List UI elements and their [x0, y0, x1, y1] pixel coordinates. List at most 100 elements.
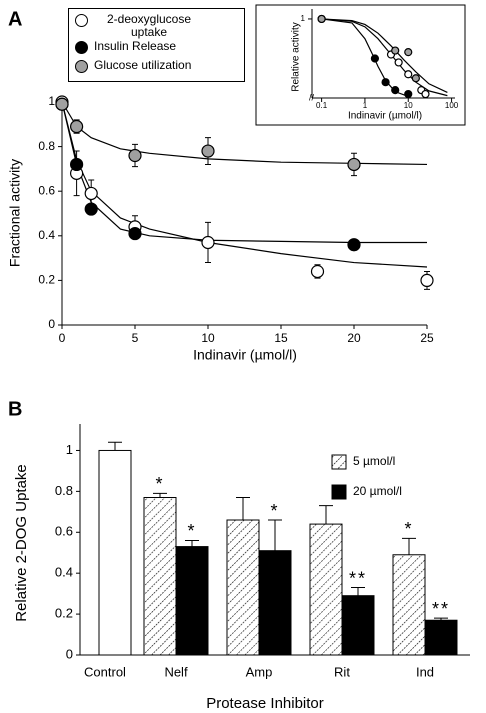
significance-label: *	[404, 519, 413, 539]
bar	[258, 550, 292, 656]
fit-curve	[321, 18, 448, 94]
point	[55, 97, 69, 111]
point	[317, 14, 326, 24]
point	[404, 48, 413, 57]
error-bar	[108, 441, 122, 451]
point	[310, 264, 325, 279]
y-tick-label: 0.8	[55, 483, 73, 498]
point	[391, 46, 400, 55]
legend-label: Insulin Release	[94, 39, 177, 53]
legend-swatch	[331, 484, 347, 500]
y-tick-label: 1	[301, 14, 306, 23]
legend-marker	[75, 60, 88, 73]
legend-label: 20 µmol/l	[353, 484, 402, 498]
bar	[341, 595, 375, 656]
x-tick-label: Amp	[246, 664, 273, 679]
x-axis-label: Indinavir (µmol/l)	[193, 347, 297, 363]
point	[69, 119, 84, 134]
significance-label: **	[432, 599, 450, 619]
significance-label: *	[187, 521, 196, 541]
x-tick-label: 25	[420, 331, 434, 345]
legend-marker	[75, 14, 88, 27]
legend-label: Glucose utilization	[94, 58, 192, 72]
point	[411, 74, 420, 83]
x-tick-label: 1	[363, 101, 368, 110]
error-bar	[185, 539, 199, 547]
y-axis-label: Relative 2-DOG Uptake	[13, 464, 30, 622]
x-tick-label: 10	[201, 331, 215, 345]
axis-break: //	[309, 92, 315, 102]
error-bar	[268, 519, 282, 551]
y-tick-label: 0.8	[38, 139, 55, 153]
y-tick-label: 0	[66, 646, 73, 661]
legend-entry: Glucose utilization	[73, 59, 244, 73]
y-tick-label: 0	[48, 317, 55, 331]
point	[347, 157, 361, 172]
error-bar	[434, 617, 448, 621]
legend-label: 5 µmol/l	[353, 454, 395, 468]
bar	[392, 554, 426, 656]
y-tick-label: 0.2	[55, 606, 73, 621]
point	[84, 202, 98, 216]
error-bar	[319, 505, 333, 525]
bar	[175, 546, 209, 656]
bar	[424, 619, 458, 656]
point	[84, 186, 98, 201]
point	[201, 235, 215, 250]
panel-label: A	[8, 8, 22, 30]
x-tick-label: 20	[347, 331, 361, 345]
y-tick-label: 0.2	[38, 273, 55, 287]
y-tick-label: 0.6	[55, 524, 73, 539]
bar	[98, 449, 132, 656]
point	[420, 273, 434, 287]
point	[404, 70, 413, 79]
x-tick-label: 10	[404, 101, 413, 110]
x-tick-label: Ind	[416, 664, 434, 679]
error-bar	[402, 537, 416, 555]
bar	[143, 497, 177, 656]
point	[421, 89, 430, 99]
point	[404, 89, 413, 99]
x-tick-label: 5	[132, 331, 139, 345]
point	[394, 58, 403, 67]
point	[128, 148, 142, 163]
y-tick-label: 0.4	[38, 228, 55, 242]
point	[69, 157, 84, 172]
error-bar	[236, 497, 250, 520]
point	[347, 238, 361, 252]
x-tick-label: Rit	[334, 664, 350, 679]
y-axis-label: Fractional activity	[7, 159, 23, 267]
y-tick-label: 1	[66, 442, 73, 457]
legend: 2-deoxyglucose uptake Insulin Release Gluc…	[68, 8, 245, 82]
x-tick-label: 0	[59, 331, 66, 345]
x-axis-label: Protease Inhibitor	[206, 695, 324, 712]
legend-entry: Insulin Release	[73, 40, 244, 54]
error-bar	[153, 492, 167, 498]
point	[381, 78, 390, 87]
legend-entry: 2-deoxyglucose uptake	[73, 13, 204, 39]
significance-label: **	[349, 568, 367, 588]
y-axis-label: Relative activity	[291, 22, 302, 91]
point	[391, 85, 400, 95]
y-tick-label: 1	[48, 94, 55, 108]
x-axis-label: Indinavir (µmol/l)	[348, 111, 422, 122]
legend-label: 2-deoxyglucose uptake	[106, 12, 192, 39]
legend-marker	[75, 41, 88, 54]
x-tick-label: 100	[445, 101, 459, 110]
x-tick-label: Nelf	[164, 664, 188, 679]
bar	[226, 519, 260, 656]
point	[201, 144, 215, 158]
x-tick-label: 15	[274, 331, 288, 345]
x-tick-label: Control	[84, 664, 126, 679]
panel-label: B	[8, 398, 22, 420]
y-tick-label: 0.4	[55, 565, 73, 580]
significance-label: *	[270, 501, 279, 521]
significance-label: *	[155, 474, 164, 494]
point	[370, 54, 380, 63]
bar	[309, 523, 343, 656]
point	[128, 226, 142, 241]
error-bar	[351, 587, 365, 596]
x-tick-label: 0.1	[316, 101, 328, 110]
